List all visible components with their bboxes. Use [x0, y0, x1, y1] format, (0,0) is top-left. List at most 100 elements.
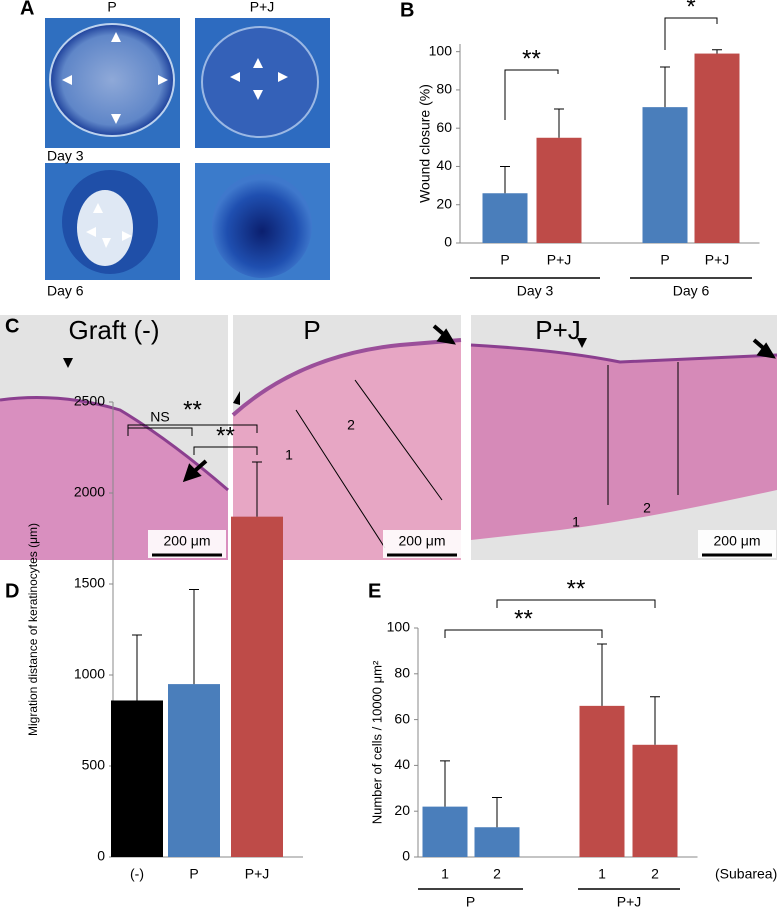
note: (Subarea): [715, 866, 777, 882]
y-tick-label: 100: [429, 42, 453, 58]
divider: [354, 379, 443, 501]
error-bar: [660, 66, 670, 108]
x-tick-label: 1: [441, 866, 449, 882]
wound: [49, 23, 175, 137]
region-label: 1: [572, 514, 580, 530]
significance-bracket: [496, 599, 656, 608]
y-tick-label: 0: [402, 848, 410, 864]
tissue: [233, 340, 461, 560]
y-tick-label: 80: [394, 665, 410, 681]
micrographs: [0, 315, 777, 560]
panel-label: C: [5, 315, 19, 337]
group-label: P+J: [617, 894, 642, 908]
bar: [168, 684, 220, 857]
y-tick-label: 0: [444, 234, 452, 250]
epidermis: [0, 396, 229, 492]
significance-label: **: [514, 605, 533, 632]
significance-label: **: [522, 45, 541, 72]
significance-label: *: [686, 0, 695, 20]
bar: [111, 700, 163, 857]
divider: [295, 409, 386, 549]
y-tick-label: 60: [394, 710, 410, 726]
epidermis: [231, 338, 462, 417]
x-tick-label: (-): [130, 866, 144, 882]
x-tick-label: 2: [651, 866, 659, 882]
y-tick-label: 60: [436, 119, 452, 135]
x-tick-label: P+J: [547, 252, 572, 268]
group-label: Day 6: [673, 283, 710, 299]
wound: [212, 174, 312, 278]
epidermis: [470, 343, 777, 364]
error-bar: [712, 49, 722, 54]
x-tick-label: 2: [493, 866, 501, 882]
x-tick-label: P: [500, 252, 509, 268]
scale-box: [148, 530, 226, 558]
error-bar: [189, 588, 199, 685]
error-bar: [492, 796, 502, 828]
bar: [474, 827, 520, 857]
y-tick-label: 20: [394, 802, 410, 818]
error-bar: [597, 643, 607, 706]
significance-label: **: [183, 396, 202, 423]
x-tick-label: P+J: [705, 252, 730, 268]
significance-bracket: [664, 17, 718, 50]
scale-label: 200 μm: [714, 533, 761, 549]
image-title: P: [303, 315, 320, 345]
y-axis-label: Number of cells / 10000 μm²: [369, 660, 384, 824]
significance-bracket: [127, 427, 193, 436]
bar: [482, 193, 528, 243]
arrow: [752, 338, 776, 359]
y-axis-label: Wound closure (%): [417, 84, 433, 203]
region-label: 2: [643, 500, 651, 516]
tissue: [0, 397, 228, 560]
scale-label: 200 μm: [399, 533, 446, 549]
group-label: P: [466, 894, 475, 908]
panel-label: B: [400, 0, 414, 21]
significance-bracket: [444, 629, 603, 638]
image-title: P+J: [535, 315, 581, 345]
x-tick-label: P: [189, 866, 198, 882]
panel-label: D: [5, 580, 19, 602]
region-label: 2: [347, 417, 355, 433]
y-tick-label: 20: [436, 195, 452, 211]
region-label: 1: [285, 447, 293, 463]
x-tick-label: P: [660, 252, 669, 268]
error-bar: [252, 461, 262, 517]
bar: [422, 806, 468, 857]
bar: [536, 137, 582, 243]
panel-label: A: [20, 0, 34, 19]
y-tick-label: 0: [97, 848, 105, 864]
y-tick-label: 500: [82, 757, 106, 773]
error-bar: [132, 634, 142, 701]
significance-label: **: [216, 422, 235, 449]
arrowhead: [233, 391, 240, 405]
error-bar: [440, 760, 450, 807]
y-tick-label: 40: [394, 756, 410, 772]
error-bar: [500, 165, 510, 194]
y-tick-label: 2500: [74, 393, 105, 409]
y-tick-label: 40: [436, 157, 452, 173]
significance-label: **: [567, 575, 586, 602]
error-bar: [554, 108, 564, 138]
scale-label: 200 μm: [164, 533, 211, 549]
scale-box: [698, 530, 776, 558]
wound: [77, 190, 133, 266]
panel-label: E: [368, 580, 381, 602]
column-label: P+J: [250, 0, 275, 15]
arrowhead: [577, 338, 587, 348]
error-bar: [650, 696, 660, 745]
significance-label: NS: [150, 409, 169, 425]
significance-bracket: [193, 446, 258, 455]
significance-bracket: [504, 69, 559, 120]
y-axis-label: Migration distance of keratinocytes (μm): [26, 523, 40, 736]
scale-box: [383, 530, 461, 558]
image-title: Graft (-): [69, 315, 160, 345]
bar: [632, 744, 678, 857]
arrowheads: [62, 32, 288, 248]
y-tick-label: 80: [436, 81, 452, 97]
row-label: Day 3: [47, 148, 84, 164]
group-label: Day 3: [517, 283, 554, 299]
arrow: [432, 324, 456, 345]
column-label: P: [107, 0, 116, 15]
